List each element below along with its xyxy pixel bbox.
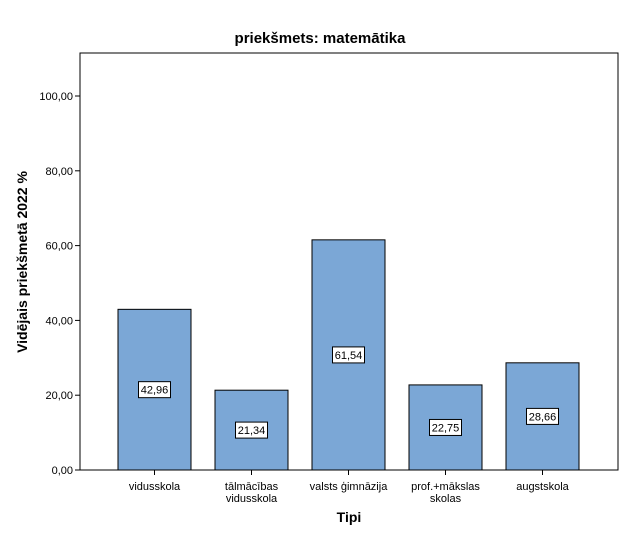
chart-title: priekšmets: matemātika [235,30,407,47]
y-tick-label: 0,00 [52,465,73,477]
x-axis-label: Tipi [337,509,362,525]
y-axis-label: Vidējais priekšmetā 2022 % [14,171,30,353]
data-label: 61,54 [335,350,363,362]
y-tick-label: 80,00 [45,166,73,178]
y-tick-label: 60,00 [45,241,73,253]
data-label: 42,96 [141,385,169,397]
data-label: 28,66 [529,411,557,423]
data-label: 21,34 [238,425,266,437]
x-tick-label: tālmācības [225,481,279,493]
data-label: 22,75 [432,422,460,434]
y-tick-label: 100,00 [39,91,73,103]
data-label-box [138,381,171,399]
x-tick-label: skolas [430,493,462,505]
y-tick-label: 20,00 [45,390,73,402]
x-tick-label: vidusskola [226,493,278,505]
x-tick-label: vidusskola [129,481,181,493]
data-label-box [332,346,365,364]
y-tick-label: 40,00 [45,315,73,327]
data-label-box [429,418,462,436]
x-tick-label: augstskola [516,481,569,493]
x-tick-label: prof.+mākslas [411,481,480,493]
data-label-box [235,421,268,439]
data-label-box [526,407,559,425]
x-tick-label: valsts ģimnāzija [310,480,389,493]
